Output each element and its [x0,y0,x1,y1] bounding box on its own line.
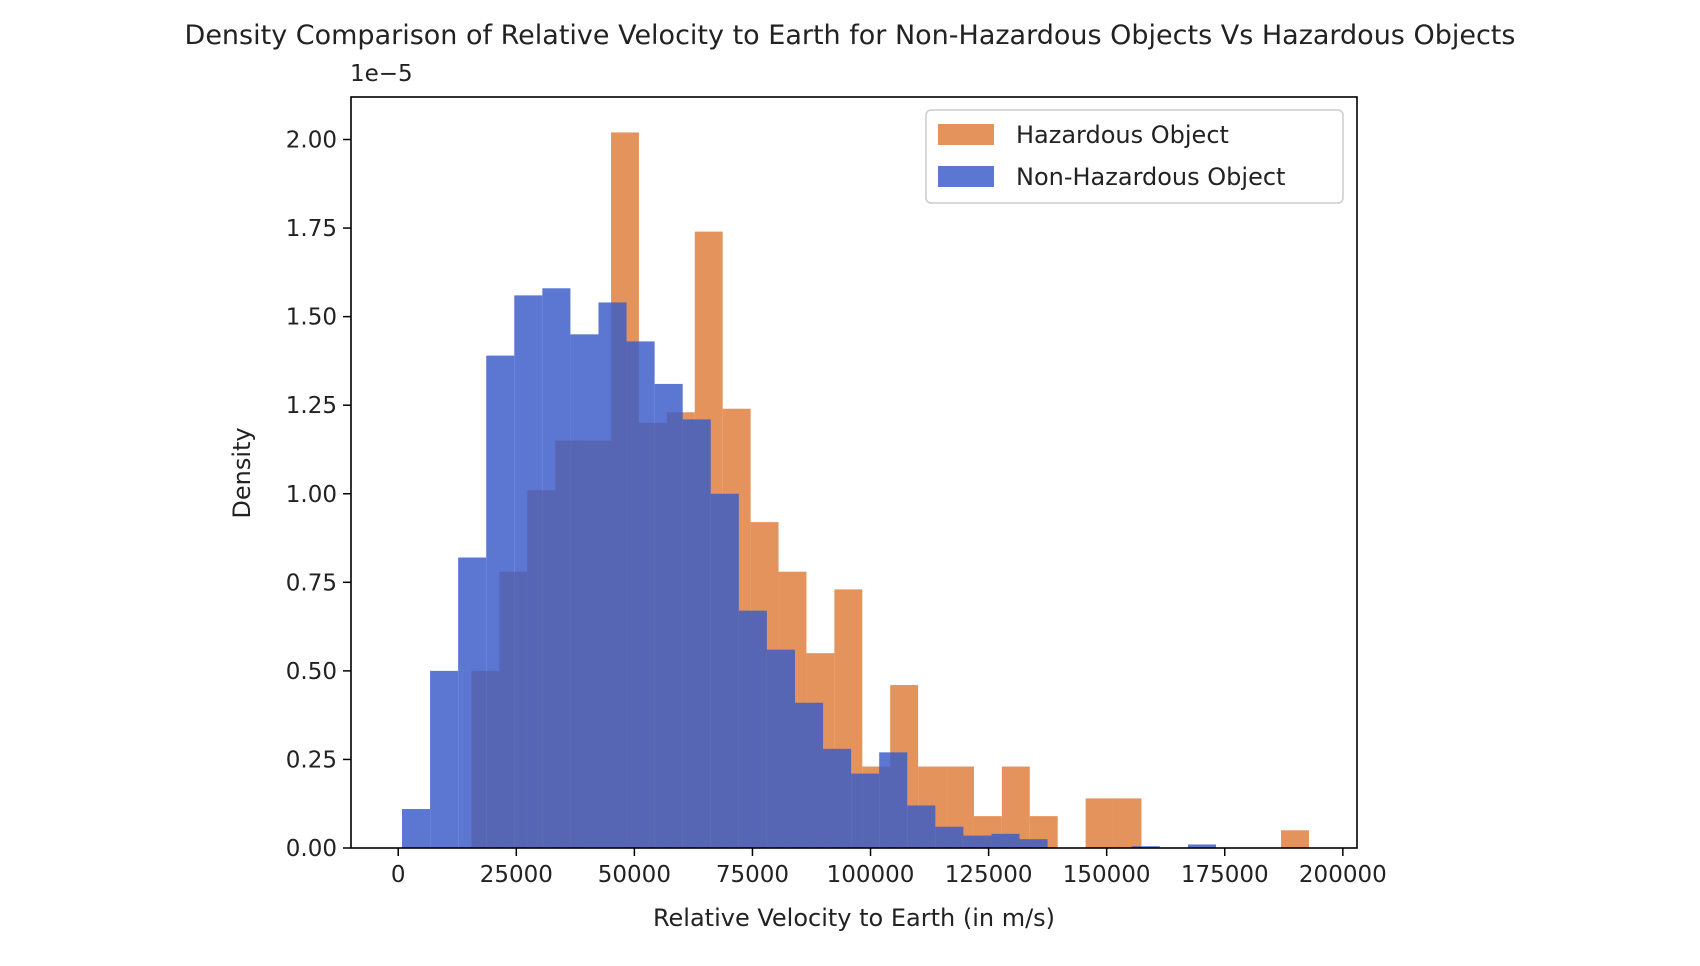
non-hazardous-object-bar [654,383,683,848]
x-axis: 0 25000 50000 75000 100000 125000 150000 175000… [391,848,1387,888]
non-hazardous-object-bar [738,610,767,848]
y-axis-label: Density [228,427,256,518]
y-tick-label: 1.00 [286,482,337,508]
legend: Hazardous Object Non-Hazardous Object [925,109,1344,204]
non-hazardous-object-bar [710,493,739,848]
legend-box [925,109,1344,204]
legend-swatch-non-hazardous [938,166,994,187]
hazardous-object-bar [1281,830,1309,848]
y-tick-label: 1.25 [286,393,337,419]
x-tick-label: 25000 [480,862,553,888]
non-hazardous-object-bar [1131,846,1160,848]
y-axis-offset-label: 1e−5 [350,61,413,87]
hazardous-object-bar [1085,798,1114,848]
non-hazardous-object-bar [598,302,627,848]
x-tick-label: 100000 [827,862,915,888]
non-hazardous-object-bar [626,341,655,848]
non-hazardous-object-bar [514,295,543,849]
x-tick-label: 75000 [716,862,789,888]
y-tick-label: 1.50 [286,305,337,331]
y-tick-label: 0.25 [286,747,337,773]
x-tick-label: 200000 [1299,862,1387,888]
non-hazardous-object-bar [766,649,795,848]
non-hazardous-object-bar [402,809,431,848]
y-tick-label: 0.50 [286,659,337,685]
plot-frame [350,96,1358,849]
legend-label-hazardous: Hazardous Object [1016,121,1229,149]
non-hazardous-object-bar [486,355,515,848]
legend-swatch-hazardous [938,124,994,145]
non-hazardous-object-bar [851,773,880,848]
non-hazardous-object-bar [570,334,599,848]
non-hazardous-object-bar [1019,839,1048,848]
y-tick-label: 1.75 [286,216,337,242]
hazardous-object-bar [1113,798,1142,848]
non-hazardous-object-bar [823,748,852,848]
non-hazardous-object-bar [794,702,824,848]
non-hazardous-object-bar [542,288,571,848]
non-hazardous-object-bar [879,752,908,848]
non-hazardous-object-bar [907,805,936,848]
y-tick-label: 0.75 [286,570,337,596]
x-tick-label: 50000 [598,862,671,888]
non-hazardous-object-bar [458,557,487,848]
x-tick-label: 175000 [1181,862,1269,888]
x-axis-label: Relative Velocity to Earth (in m/s) [653,904,1055,932]
non-hazardous-object-bar [991,833,1020,848]
non-hazardous-object-bar [430,670,459,848]
y-tick-label: 2.00 [286,128,337,154]
non-hazardous-object-bar [963,835,992,848]
non-hazardous-object-bar [935,826,964,848]
x-tick-label: 150000 [1063,862,1151,888]
y-axis: 0.00 0.25 0.50 0.75 1.00 1.25 1.50 1.75 2.00 [286,128,351,862]
non-hazardous-object-bar [682,419,711,848]
legend-label-non-hazardous: Non-Hazardous Object [1016,163,1285,191]
non-hazardous-bars [402,288,1217,849]
non-hazardous-object-bar [1187,844,1217,848]
x-tick-label: 0 [391,862,406,888]
x-tick-label: 125000 [945,862,1033,888]
chart-title: Density Comparison of Relative Velocity … [185,20,1516,51]
y-tick-label: 0.00 [286,836,337,862]
